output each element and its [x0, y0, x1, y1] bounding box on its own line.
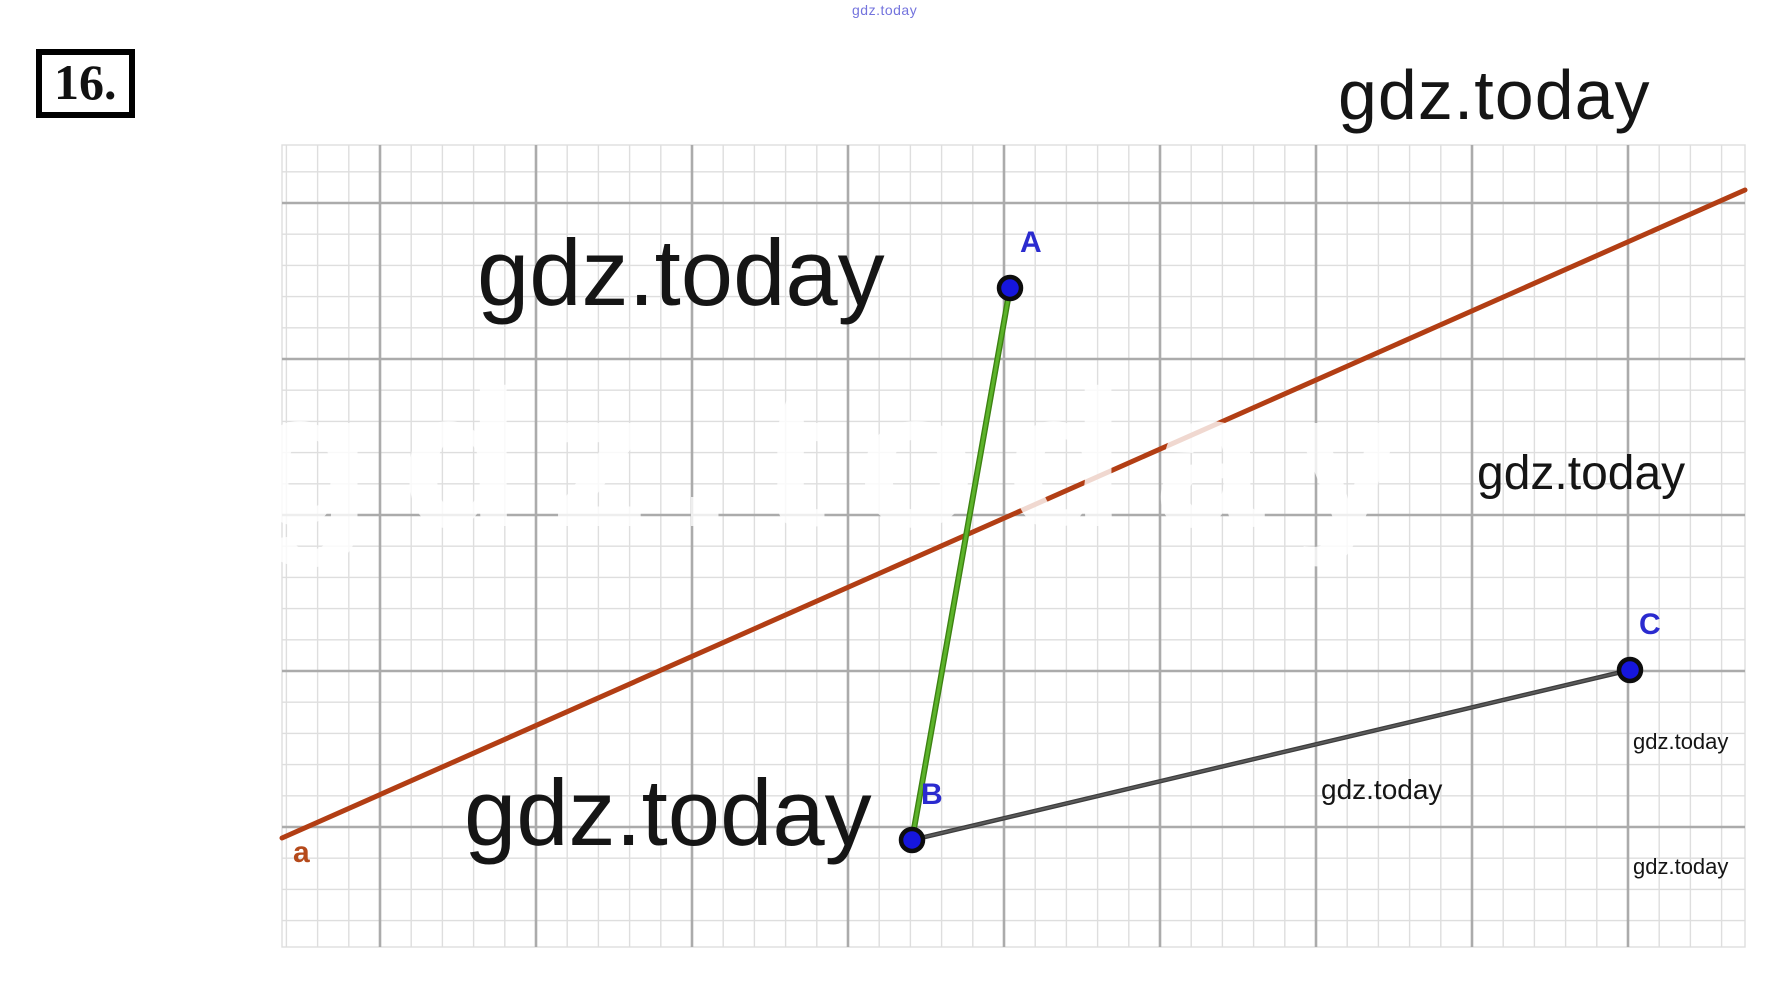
watermark-small-bottom-mid: gdz.today	[1321, 774, 1443, 805]
point-label-A: A	[1020, 226, 1042, 259]
point-A	[996, 274, 1024, 302]
line-label-a: a	[293, 836, 310, 869]
watermark-mid-right: gdz.today	[1477, 447, 1686, 500]
grid-border	[281, 144, 1746, 948]
point-label-C: C	[1639, 608, 1661, 641]
point-C	[1616, 656, 1644, 684]
segment-AB-highlight	[910, 286, 1012, 842]
watermark-tiny-top: gdz.today	[852, 2, 918, 18]
watermark-small-right-upper: gdz.today	[1633, 729, 1729, 754]
watermark-in-grid-top: gdz.today	[477, 220, 885, 325]
watermark-top-right: gdz.today	[1338, 56, 1651, 134]
problem-number-box: 16.	[36, 49, 135, 118]
point-label-B: B	[921, 778, 943, 811]
point-B	[898, 826, 926, 854]
problem-number: 16.	[54, 54, 117, 110]
watermark-ghost: gdz.today	[252, 350, 1432, 568]
line-a	[279, 187, 1748, 841]
watermark-in-grid-bottom: gdz.today	[464, 760, 872, 865]
segment-BC-highlight	[911, 669, 1631, 841]
watermark-small-right-lower: gdz.today	[1633, 854, 1729, 879]
